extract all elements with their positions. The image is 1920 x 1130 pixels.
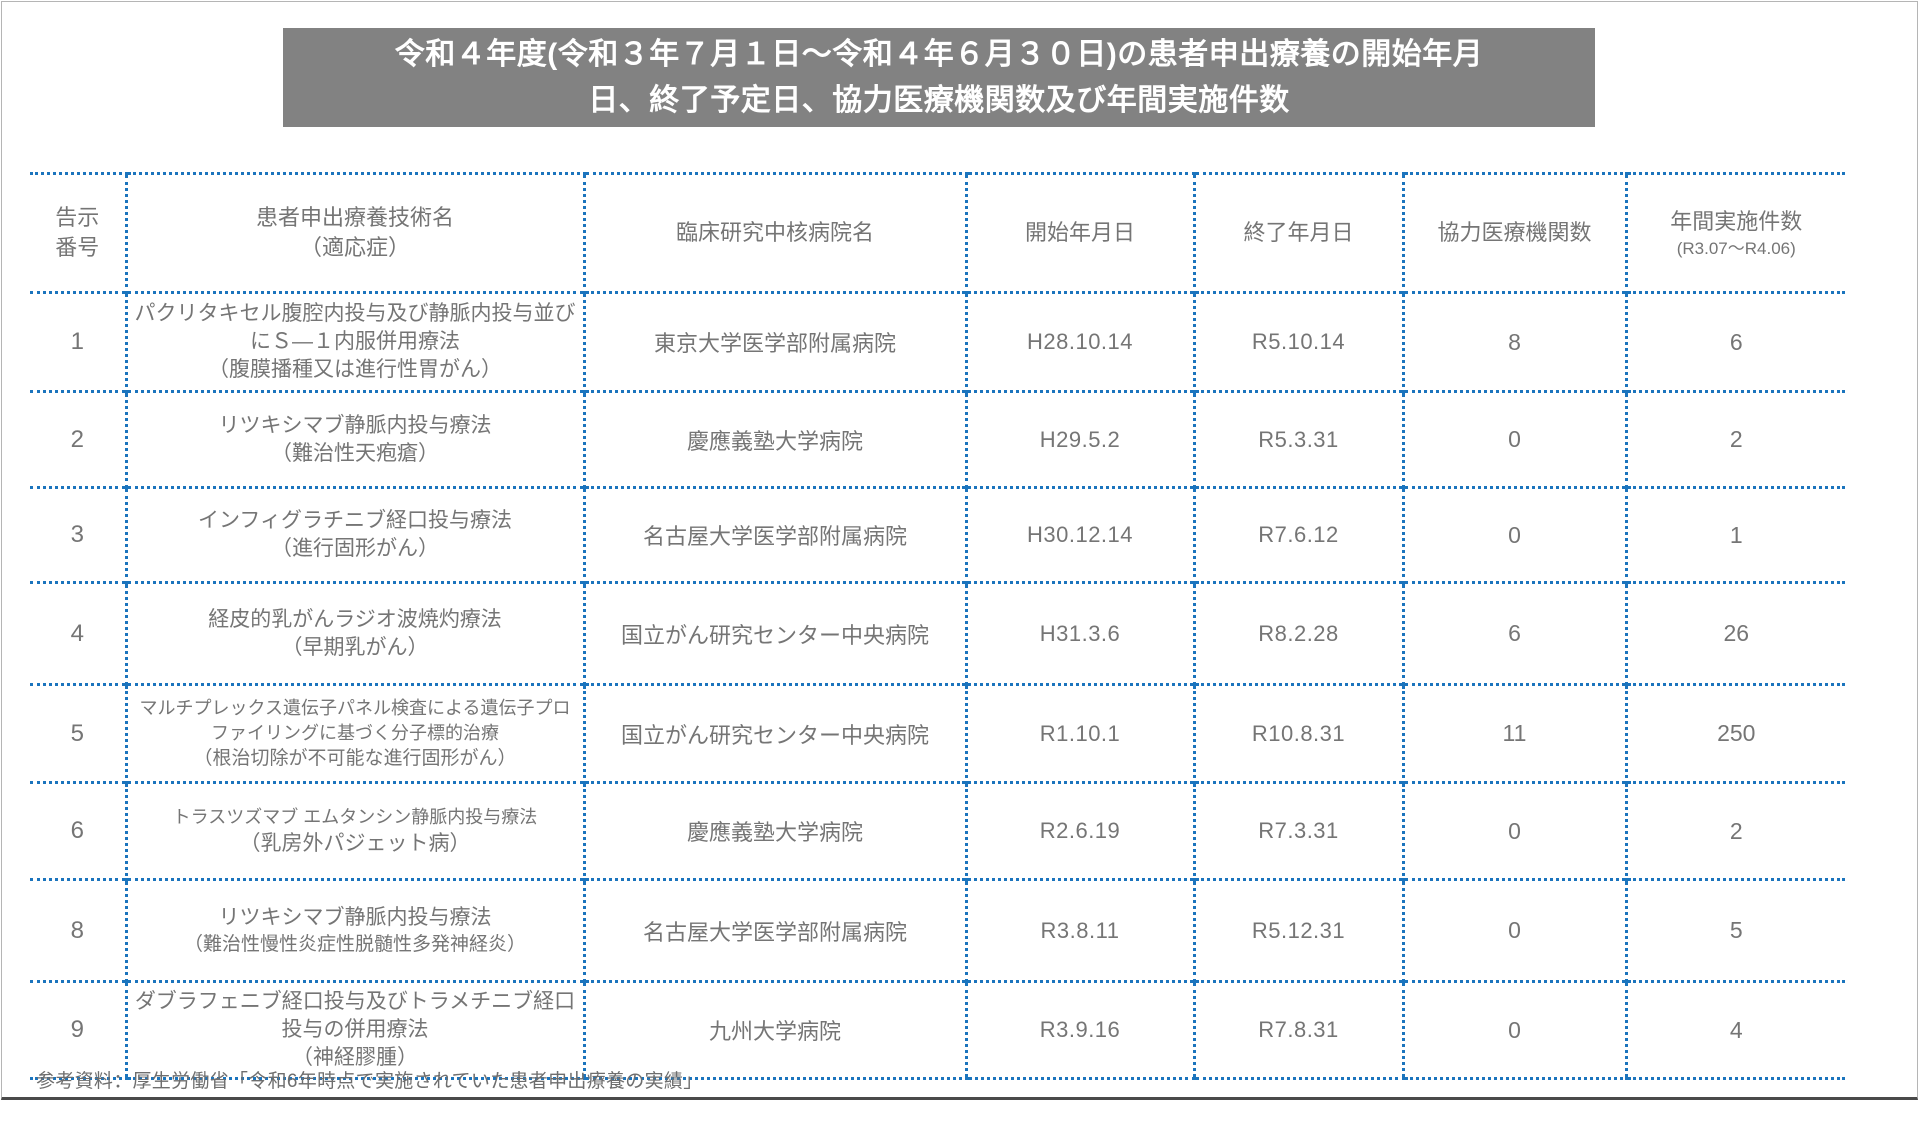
hospital-cell: 九州大学病院	[582, 980, 966, 1080]
end-date-cell: R5.3.31	[1192, 390, 1403, 488]
header-annual-count: 年間実施件数 (R3.07～R4.06)	[1624, 172, 1845, 293]
annual-count-cell: 250	[1624, 683, 1845, 783]
notice-number-cell: 8	[30, 878, 126, 982]
partner-count-cell: 0	[1401, 781, 1626, 880]
technology-indication: （神経膠腫）	[292, 1046, 418, 1069]
hospital-cell: 名古屋大学医学部附属病院	[582, 486, 966, 583]
end-date-cell: R10.8.31	[1192, 683, 1403, 783]
end-date-cell: R8.2.28	[1192, 581, 1403, 685]
technology-name: リツキシマブ静脈内投与療法	[218, 413, 492, 437]
technology-indication: （難治性慢性炎症性脱髄性多発神経炎）	[183, 933, 526, 955]
technology-cell: トラスツズマブ エムタンシン静脈内投与療法 （乳房外パジェット病）	[124, 781, 584, 880]
end-date-cell: R7.3.31	[1192, 781, 1403, 880]
partner-count-cell: 0	[1401, 390, 1626, 488]
technology-indication: （難治性天疱瘡）	[271, 441, 439, 465]
annual-count-cell: 26	[1624, 581, 1845, 685]
table-header-row: 告示 番号 患者申出療養技術名 （適応症） 臨床研究中核病院名 開始年月日 終了…	[30, 172, 1845, 293]
page-title-line2: 日、終了予定日、協力医療機関数及び年間実施件数	[588, 83, 1290, 117]
header-end-date: 終了年月日	[1192, 172, 1403, 293]
hospital-cell: 慶應義塾大学病院	[582, 390, 966, 488]
technology-indication: （早期乳がん）	[281, 635, 429, 659]
technology-cell: マルチプレックス遺伝子パネル検査による遺伝子プロファイリングに基づく分子標的治療…	[124, 683, 584, 783]
end-date-cell: R7.6.12	[1192, 486, 1403, 583]
notice-number-cell: 5	[30, 683, 126, 783]
treatments-table: 告示 番号 患者申出療養技術名 （適応症） 臨床研究中核病院名 開始年月日 終了…	[30, 172, 1845, 1080]
annual-count-cell: 6	[1624, 291, 1845, 392]
header-partner-count: 協力医療機関数	[1401, 172, 1626, 293]
table-row: 2 リツキシマブ静脈内投与療法 （難治性天疱瘡） 慶應義塾大学病院 H29.5.…	[30, 390, 1845, 488]
start-date-cell: H28.10.14	[964, 291, 1194, 392]
hospital-cell: 名古屋大学医学部附属病院	[582, 878, 966, 982]
start-date-cell: H31.3.6	[964, 581, 1194, 685]
technology-cell: ダブラフェニブ経口投与及びトラメチニブ経口投与の併用療法 （神経膠腫）	[124, 980, 584, 1080]
partner-count-cell: 0	[1401, 980, 1626, 1080]
header-hospital: 臨床研究中核病院名	[582, 172, 966, 293]
technology-cell: リツキシマブ静脈内投与療法 （難治性慢性炎症性脱髄性多発神経炎）	[124, 878, 584, 982]
technology-name: 経皮的乳がんラジオ波焼灼療法	[208, 607, 502, 631]
end-date-cell: R7.8.31	[1192, 980, 1403, 1080]
start-date-cell: R1.10.1	[964, 683, 1194, 783]
partner-count-cell: 6	[1401, 581, 1626, 685]
technology-name: ダブラフェニブ経口投与及びトラメチニブ経口投与の併用療法	[134, 990, 576, 1041]
notice-number-cell: 2	[30, 390, 126, 488]
annual-count-cell: 1	[1624, 486, 1845, 583]
header-technology: 患者申出療養技術名 （適応症）	[124, 172, 584, 293]
start-date-cell: H29.5.2	[964, 390, 1194, 488]
annual-count-cell: 4	[1624, 980, 1845, 1080]
end-date-cell: R5.12.31	[1192, 878, 1403, 982]
header-notice-number: 告示 番号	[30, 172, 126, 293]
hospital-cell: 国立がん研究センター中央病院	[582, 581, 966, 685]
header-annual-count-period: (R3.07～R4.06)	[1676, 239, 1796, 258]
technology-cell: インフィグラチニブ経口投与療法 （進行固形がん）	[124, 486, 584, 583]
partner-count-cell: 8	[1401, 291, 1626, 392]
header-annual-count-label: 年間実施件数	[1670, 209, 1803, 234]
technology-indication: （腹膜播種又は進行性胃がん）	[208, 358, 502, 381]
technology-indication: （根治切除が不可能な進行固形がん）	[193, 747, 517, 769]
start-date-cell: H30.12.14	[964, 486, 1194, 583]
page-title-line1: 令和４年度(令和３年７月１日～令和４年６月３０日)の患者申出療養の開始年月	[394, 37, 1484, 71]
annual-count-cell: 2	[1624, 781, 1845, 880]
notice-number-cell: 9	[30, 980, 126, 1080]
technology-name: マルチプレックス遺伝子パネル検査による遺伝子プロファイリングに基づく分子標的治療	[139, 697, 571, 743]
table-row: 5 マルチプレックス遺伝子パネル検査による遺伝子プロファイリングに基づく分子標的…	[30, 683, 1845, 783]
header-start-date: 開始年月日	[964, 172, 1194, 293]
hospital-cell: 東京大学医学部附属病院	[582, 291, 966, 392]
notice-number-cell: 6	[30, 781, 126, 880]
table-row: 4 経皮的乳がんラジオ波焼灼療法 （早期乳がん） 国立がん研究センター中央病院 …	[30, 581, 1845, 685]
technology-indication: （乳房外パジェット病）	[239, 831, 471, 855]
start-date-cell: R2.6.19	[964, 781, 1194, 880]
technology-name: リツキシマブ静脈内投与療法	[218, 905, 492, 929]
end-date-cell: R5.10.14	[1192, 291, 1403, 392]
notice-number-cell: 4	[30, 581, 126, 685]
table-row: 8 リツキシマブ静脈内投与療法 （難治性慢性炎症性脱髄性多発神経炎） 名古屋大学…	[30, 878, 1845, 982]
notice-number-cell: 3	[30, 486, 126, 583]
partner-count-cell: 0	[1401, 486, 1626, 583]
source-footnote: 参考資料：厚生労働省「令和6年時点で実施されていた患者申出療養の実績」	[36, 1071, 703, 1092]
start-date-cell: R3.8.11	[964, 878, 1194, 982]
start-date-cell: R3.9.16	[964, 980, 1194, 1080]
technology-cell: リツキシマブ静脈内投与療法 （難治性天疱瘡）	[124, 390, 584, 488]
annual-count-cell: 5	[1624, 878, 1845, 982]
annual-count-cell: 2	[1624, 390, 1845, 488]
technology-name: パクリタキセル腹腔内投与及び静脈内投与並びにＳ―１内服併用療法	[134, 302, 576, 353]
technology-name: トラスツズマブ エムタンシン静脈内投与療法	[172, 806, 538, 827]
table-row: 1 パクリタキセル腹腔内投与及び静脈内投与並びにＳ―１内服併用療法 （腹膜播種又…	[30, 291, 1845, 392]
partner-count-cell: 11	[1401, 683, 1626, 783]
technology-cell: パクリタキセル腹腔内投与及び静脈内投与並びにＳ―１内服併用療法 （腹膜播種又は進…	[124, 291, 584, 392]
table-row: 6 トラスツズマブ エムタンシン静脈内投与療法 （乳房外パジェット病） 慶應義塾…	[30, 781, 1845, 880]
hospital-cell: 国立がん研究センター中央病院	[582, 683, 966, 783]
table-row: 9 ダブラフェニブ経口投与及びトラメチニブ経口投与の併用療法 （神経膠腫） 九州…	[30, 980, 1845, 1080]
technology-indication: （進行固形がん）	[271, 537, 439, 560]
partner-count-cell: 0	[1401, 878, 1626, 982]
notice-number-cell: 1	[30, 291, 126, 392]
technology-cell: 経皮的乳がんラジオ波焼灼療法 （早期乳がん）	[124, 581, 584, 685]
hospital-cell: 慶應義塾大学病院	[582, 781, 966, 880]
page-title: 令和４年度(令和３年７月１日～令和４年６月３０日)の患者申出療養の開始年月 日、…	[283, 28, 1595, 127]
table-row: 3 インフィグラチニブ経口投与療法 （進行固形がん） 名古屋大学医学部附属病院 …	[30, 486, 1845, 583]
technology-name: インフィグラチニブ経口投与療法	[198, 509, 512, 532]
